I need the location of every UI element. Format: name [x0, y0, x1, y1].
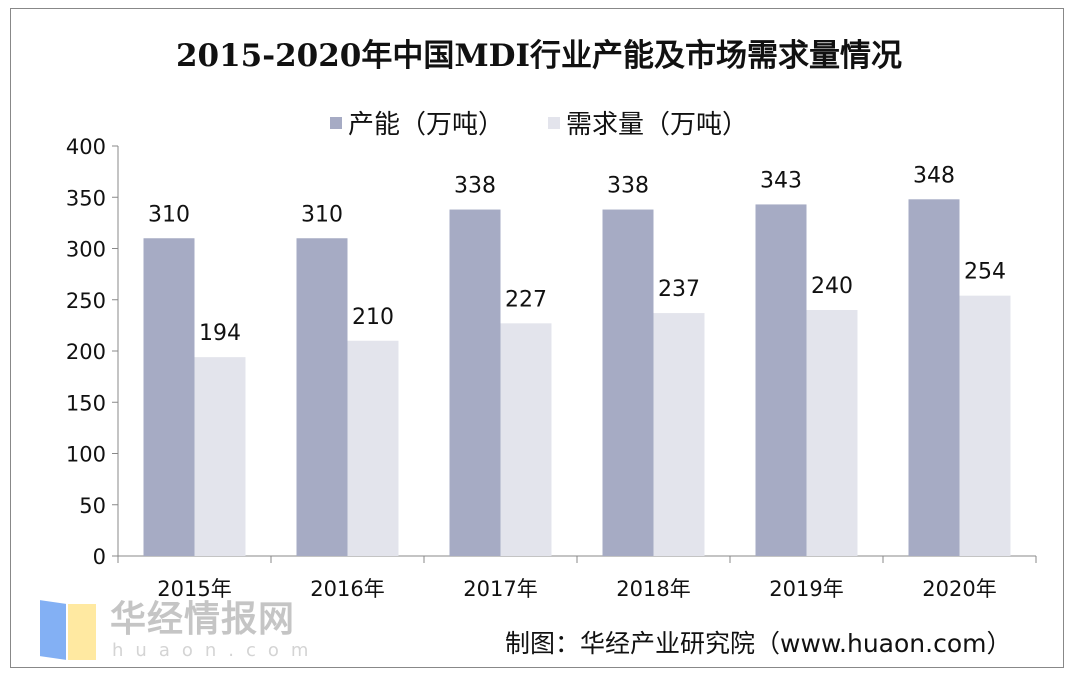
bar-demand — [959, 295, 1011, 556]
y-tick-label: 100 — [66, 443, 106, 467]
data-label: 240 — [811, 274, 853, 299]
watermark-text: 华经情报网 — [110, 599, 296, 640]
watermark-logo-icon-yellow — [68, 604, 96, 660]
data-label: 310 — [301, 202, 343, 227]
bar-demand — [347, 340, 399, 556]
y-tick-label: 50 — [79, 494, 106, 518]
data-label: 338 — [454, 174, 496, 199]
data-label: 338 — [607, 174, 649, 199]
x-tick-label: 2020年 — [922, 577, 996, 601]
y-tick-label: 300 — [66, 238, 106, 262]
data-label: 210 — [352, 305, 394, 330]
bar-capacity — [143, 238, 195, 556]
bar-capacity — [449, 209, 501, 557]
chart-title: 2015-2020年中国MDI行业产能及市场需求量情况 — [175, 38, 903, 74]
data-label: 227 — [505, 287, 547, 312]
legend: 产能（万吨） 需求量（万吨） — [0, 104, 1078, 141]
bar-capacity — [755, 204, 807, 557]
y-tick-label: 250 — [66, 289, 106, 313]
watermark: 华经情报网 huaon.com — [40, 600, 340, 664]
source-note: 制图：华经产业研究院（www.huaon.com） — [505, 629, 1012, 658]
data-label: 348 — [913, 163, 955, 188]
y-tick-label: 400 — [66, 135, 106, 159]
bar-demand — [500, 323, 552, 556]
watermark-subtext: huaon.com — [112, 640, 321, 661]
data-label: 254 — [964, 260, 1006, 285]
bar-capacity — [908, 199, 960, 557]
legend-item-capacity: 产能（万吨） — [329, 104, 504, 141]
bar-demand — [653, 313, 705, 556]
data-label: 310 — [148, 202, 190, 227]
data-label: 237 — [658, 277, 700, 302]
x-tick-label: 2017年 — [463, 577, 537, 601]
legend-swatch-demand — [548, 116, 560, 129]
bar-capacity — [296, 238, 348, 556]
y-tick-label: 150 — [66, 391, 106, 415]
y-tick-label: 0 — [93, 545, 106, 569]
x-tick-label: 2019年 — [769, 577, 843, 601]
watermark-logo-icon — [40, 600, 66, 660]
x-tick-label: 2016年 — [310, 577, 384, 601]
legend-item-demand: 需求量（万吨） — [548, 104, 748, 141]
x-tick-label: 2015年 — [157, 577, 231, 601]
bar-demand — [194, 357, 246, 556]
legend-swatch-capacity — [329, 116, 342, 129]
x-tick-label: 2018年 — [616, 577, 690, 601]
y-tick-label: 350 — [66, 186, 106, 210]
legend-label-capacity: 产能（万吨） — [347, 110, 504, 140]
legend-label-demand: 需求量（万吨） — [566, 110, 749, 140]
bar-demand — [806, 310, 858, 556]
data-label: 343 — [760, 168, 802, 193]
data-label: 194 — [199, 321, 241, 346]
y-tick-label: 200 — [66, 340, 106, 364]
bar-capacity — [602, 209, 654, 557]
